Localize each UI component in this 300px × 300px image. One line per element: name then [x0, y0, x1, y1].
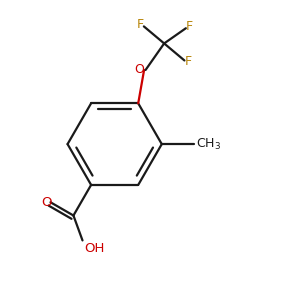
- Text: F: F: [186, 20, 193, 33]
- Text: F: F: [137, 18, 144, 32]
- Text: OH: OH: [84, 242, 104, 255]
- Text: F: F: [184, 56, 191, 68]
- Text: CH$_3$: CH$_3$: [196, 136, 221, 152]
- Text: O: O: [41, 196, 52, 209]
- Text: O: O: [134, 64, 144, 76]
